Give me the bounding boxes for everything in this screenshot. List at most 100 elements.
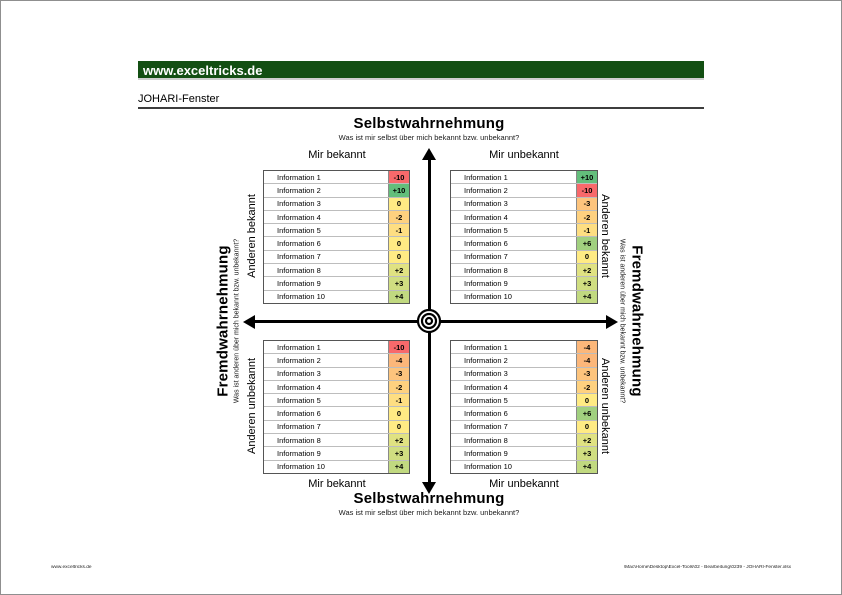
info-label: Information 7: [464, 422, 508, 432]
info-value: -3: [576, 367, 597, 380]
brand-banner: www.exceltricks.de: [138, 61, 704, 80]
table-row: Information 4 -2: [451, 209, 597, 224]
row-header-right-top: Anderen bekannt: [599, 194, 611, 278]
info-label: Information 1: [464, 172, 508, 182]
info-label: Information 5: [464, 225, 508, 235]
table-row: Information 6 0: [264, 236, 409, 250]
table-row: Information 9 +3: [451, 446, 597, 460]
info-label: Information 3: [464, 199, 508, 209]
table-row: Information 5 -1: [451, 223, 597, 237]
info-value: 0: [388, 407, 409, 420]
footer-brand: www.exceltricks.de: [51, 565, 92, 570]
column-header-bottom-right: Mir unbekannt: [489, 478, 559, 490]
info-label: Information 2: [277, 355, 321, 365]
info-value: +4: [388, 290, 409, 303]
axis-title-left: Fremdwahrnehmung: [214, 245, 232, 397]
table-row: Information 3 0: [264, 196, 409, 210]
info-label: Information 8: [277, 435, 321, 445]
table-row: Information 10 +4: [264, 289, 409, 303]
info-value: 0: [576, 420, 597, 434]
table-row: Information 2 -4: [451, 353, 597, 367]
axis-title-top: Selbstwahrnehmung: [353, 115, 505, 132]
info-value: +6: [576, 407, 597, 420]
table-row: Information 6 0: [264, 406, 409, 420]
column-header-top-left: Mir bekannt: [308, 149, 366, 161]
info-value: 0: [388, 197, 409, 210]
row-header-left-bottom: Anderen unbekannt: [246, 357, 258, 455]
info-label: Information 8: [464, 435, 508, 445]
info-value: 0: [576, 394, 597, 407]
info-label: Information 4: [277, 382, 321, 392]
info-value: +2: [388, 264, 409, 277]
info-value: +3: [576, 277, 597, 290]
info-label: Information 8: [464, 265, 508, 275]
page-title: JOHARI-Fenster: [138, 93, 220, 105]
info-label: Information 7: [464, 252, 508, 262]
info-label: Information 1: [277, 172, 321, 182]
info-label: Information 3: [464, 369, 508, 379]
table-row: Information 7 0: [451, 419, 597, 434]
info-label: Information 7: [277, 252, 321, 262]
table-row: Information 9 +3: [451, 276, 597, 290]
info-label: Information 5: [464, 395, 508, 405]
info-value: -2: [388, 380, 409, 394]
table-row: Information 5 -1: [264, 393, 409, 407]
row-header-left-top: Anderen bekannt: [246, 194, 258, 278]
table-row: Information 4 -2: [264, 379, 409, 394]
table-row: Information 10 +4: [264, 459, 409, 473]
info-value: +4: [388, 460, 409, 473]
info-value: -4: [576, 341, 597, 354]
info-value: 0: [388, 420, 409, 434]
info-label: Information 8: [277, 265, 321, 275]
info-label: Information 9: [464, 279, 508, 289]
info-value: +3: [388, 447, 409, 460]
table-row: Information 3 -3: [264, 366, 409, 380]
table-row: Information 7 0: [451, 249, 597, 264]
axis-question-top: Was ist mir selbst über mich bekannt bzw…: [338, 133, 520, 142]
info-label: Information 4: [277, 212, 321, 222]
info-value: 0: [388, 250, 409, 264]
table-bottom-right: Information 1 -4 Information 2 -4 Informatio…: [450, 340, 598, 474]
table-row: Information 6 +6: [451, 406, 597, 420]
table-top-right: Information 1 +10 Information 2 -10 Informat…: [450, 170, 598, 304]
info-label: Information 7: [277, 422, 321, 432]
column-header-top-right: Mir unbekannt: [489, 149, 559, 161]
info-value: 0: [576, 250, 597, 264]
info-value: -1: [388, 224, 409, 237]
info-label: Information 2: [464, 185, 508, 195]
table-row: Information 9 +3: [264, 446, 409, 460]
info-value: -1: [576, 224, 597, 237]
arrowhead-up-icon: [422, 148, 436, 160]
table-row: Information 7 0: [264, 249, 409, 264]
info-value: +4: [576, 290, 597, 303]
table-row: Information 2 -4: [264, 353, 409, 367]
table-row: Information 3 -3: [451, 366, 597, 380]
table-row: Information 1 -10: [264, 171, 409, 184]
info-value: +2: [576, 264, 597, 277]
table-row: Information 10 +4: [451, 459, 597, 473]
info-value: +3: [388, 277, 409, 290]
info-label: Information 9: [277, 279, 321, 289]
table-row: Information 9 +3: [264, 276, 409, 290]
arrowhead-down-icon: [422, 482, 436, 494]
column-header-bottom-left: Mir bekannt: [308, 478, 366, 490]
table-row: Information 8 +2: [264, 433, 409, 447]
info-label: Information 5: [277, 225, 321, 235]
table-row: Information 6 +6: [451, 236, 597, 250]
info-label: Information 1: [277, 342, 321, 352]
info-label: Information 10: [464, 462, 512, 472]
axis-question-bottom: Was ist mir selbst über mich bekannt bzw…: [338, 508, 520, 517]
info-value: -4: [576, 354, 597, 367]
info-value: +3: [576, 447, 597, 460]
info-label: Information 5: [277, 395, 321, 405]
table-row: Information 5 0: [451, 393, 597, 407]
row-header-right-bottom: Anderen unbekannt: [599, 357, 611, 455]
info-value: -10: [388, 171, 409, 184]
info-value: -4: [388, 354, 409, 367]
table-row: Information 8 +2: [451, 263, 597, 277]
info-label: Information 4: [464, 382, 508, 392]
info-value: 0: [388, 237, 409, 250]
info-value: -1: [388, 394, 409, 407]
info-value: +6: [576, 237, 597, 250]
